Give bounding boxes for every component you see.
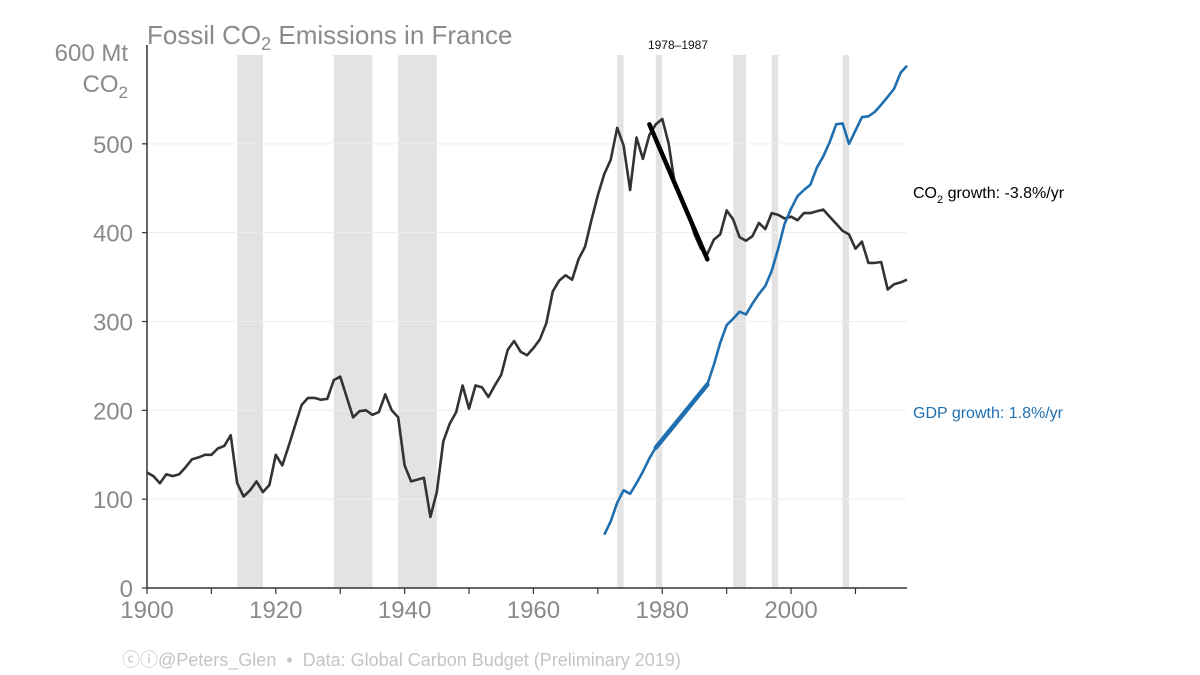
y-axis-label-line1: 600 Mt: [55, 40, 129, 67]
x-ticks: 1900 1920 1940 1960 1980 2000: [120, 588, 857, 624]
co2-trend-line: [647, 122, 710, 262]
y-tick-label-200: 200: [93, 398, 133, 425]
co2-growth-annotation: CO2 growth: -3.8%/yr: [913, 185, 1065, 206]
trend-lines: [647, 122, 710, 450]
highlight-period-label: 1978–1987: [648, 38, 708, 52]
y-tick-label-0: 0: [120, 576, 133, 603]
x-tick-label-1940: 1940: [378, 597, 431, 624]
y-tick-label-300: 300: [93, 310, 133, 337]
footer-credit: ⓒⓘ@Peters_Glen • Data: Global Carbon Budge…: [122, 650, 681, 671]
gdp-trend-line: [653, 382, 710, 450]
x-tick-label-1900: 1900: [120, 597, 173, 624]
x-tick-label-1920: 1920: [249, 597, 302, 624]
gridlines: [147, 143, 907, 500]
co2-emissions-line: [146, 117, 908, 519]
y-tick-label-500: 500: [93, 132, 133, 159]
x-tick-label-2000: 2000: [764, 597, 817, 624]
gdp-growth-annotation: GDP growth: 1.8%/yr: [913, 405, 1064, 422]
y-ticks: 0 100 200 300 400 500: [93, 132, 147, 603]
chart-title: Fossil CO2 Emissions in France: [147, 20, 512, 54]
y-axis-label-line2: CO2: [83, 71, 128, 102]
license-icons: ⓒⓘ: [122, 650, 158, 670]
y-tick-label-100: 100: [93, 487, 133, 514]
x-tick-label-1980: 1980: [636, 597, 689, 624]
x-tick-label-1960: 1960: [507, 597, 560, 624]
y-tick-label-400: 400: [93, 221, 133, 248]
